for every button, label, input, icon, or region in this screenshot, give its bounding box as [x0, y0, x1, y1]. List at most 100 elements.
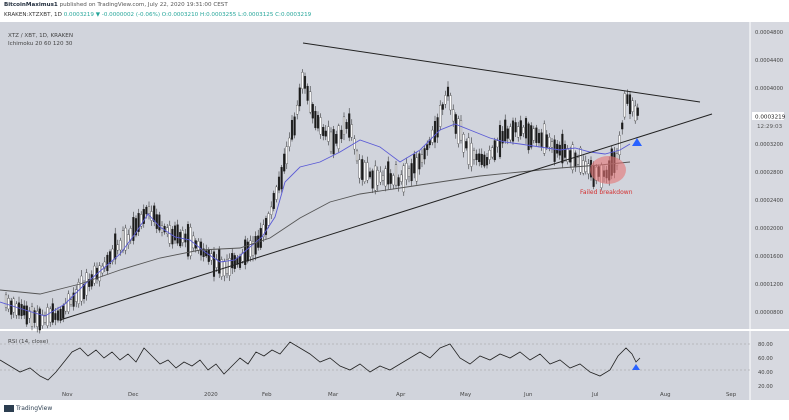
candle-body [623, 93, 626, 118]
candle-body [202, 248, 205, 257]
ohlc-values: 0.0003219 ▼ -0.0000002 (-0.06%) O:0.0003… [63, 12, 312, 18]
price-tick-label: 0.0002000 [755, 226, 783, 232]
failed-breakdown-label: Failed breakdown [580, 189, 633, 196]
candle-body [480, 153, 483, 166]
candle-body [150, 211, 153, 221]
candle-body [402, 165, 405, 193]
candle-body [140, 214, 143, 227]
candle-body [267, 213, 270, 226]
time-tick-label: Jul [591, 392, 599, 398]
candle-body [46, 307, 49, 326]
candle-body [465, 141, 468, 149]
descending-trendline[interactable] [302, 42, 701, 103]
candle-body [537, 132, 541, 144]
candle-body [316, 115, 320, 129]
candle-body [441, 104, 444, 110]
candle-body [181, 230, 184, 243]
candle-body [111, 248, 114, 262]
candle-body [290, 119, 294, 140]
candle-body [82, 284, 86, 300]
candle-body [467, 137, 470, 165]
price-axis [750, 22, 789, 400]
candle-body [25, 305, 28, 325]
chart-background [0, 22, 789, 400]
candle-body [23, 305, 26, 316]
price-chart[interactable]: XTZ / XBT, 1D, KRAKEN Ichimoku 20 60 120… [0, 22, 789, 400]
tradingview-icon [4, 405, 14, 412]
candle-body [553, 139, 556, 162]
candle-body [186, 224, 190, 257]
time-tick-label: Jun [523, 392, 532, 398]
candle-body [530, 125, 533, 148]
tradingview-logo[interactable]: TradingView [4, 405, 52, 412]
candle-body [368, 171, 372, 178]
candle-body [301, 72, 304, 90]
price-tick-label: 0.0001600 [755, 254, 783, 260]
candle-body [319, 117, 322, 135]
candle-body [363, 162, 366, 182]
candle-body [184, 233, 187, 243]
candle-body [72, 292, 75, 307]
candle-body [215, 259, 218, 268]
price-tick-label: 0.0000800 [755, 310, 783, 316]
candle-body [621, 122, 624, 130]
candle-body [147, 206, 151, 214]
candle-body [545, 134, 548, 148]
candle-body [511, 120, 515, 142]
price-tick-label: 0.0001200 [755, 282, 783, 288]
time-tick-label: Apr [396, 392, 406, 398]
time-tick-label: 2020 [204, 392, 218, 398]
time-tick-label: Mar [328, 392, 339, 398]
candle-body [137, 213, 140, 232]
candle-body [41, 314, 44, 326]
price-tick-label: 0.0002800 [755, 170, 783, 176]
candle-body [485, 157, 489, 166]
symbol-name: KRAKEN:XTZXBT, 1D [4, 12, 62, 18]
candle-body [381, 175, 385, 181]
rsi-line [0, 341, 641, 381]
candle-body [355, 150, 359, 162]
candle-body [527, 123, 530, 151]
footer [0, 400, 789, 420]
candle-body [358, 159, 361, 179]
candle-body [69, 299, 73, 305]
time-tick-label: Feb [262, 392, 272, 398]
candle-body [335, 133, 338, 144]
candle-body [376, 170, 379, 186]
candle-body [420, 154, 424, 163]
candle-body [311, 104, 314, 119]
candle-body [7, 298, 10, 310]
candle-body [145, 206, 148, 215]
candle-body [114, 233, 117, 260]
price-tick-label: 0.0002400 [755, 198, 783, 204]
rising-trendline[interactable] [59, 113, 713, 321]
candle-body [582, 160, 585, 174]
rsi-signal-arrow [632, 364, 640, 370]
candle-body [106, 254, 109, 272]
candle-body [574, 152, 577, 168]
price-tick-label: 0.0003200 [755, 142, 783, 148]
symbol-ohlc-row: KRAKEN:XTZXBT, 1D 0.0003219 ▼ -0.0000002… [4, 12, 311, 18]
candle-body [342, 116, 346, 135]
candle-body [4, 294, 8, 308]
candle-body [132, 217, 135, 241]
candle-body [514, 122, 517, 133]
candle-body [17, 302, 21, 316]
candle-body [446, 86, 450, 97]
candle-body [262, 224, 265, 237]
candle-body [543, 123, 546, 154]
candle-body [207, 249, 210, 262]
candle-body [415, 157, 418, 182]
candle-body [524, 118, 528, 139]
legend-symbol: XTZ / XBT, 1D, KRAKEN [8, 33, 73, 39]
author-name[interactable]: BitcoinMaximus1 [4, 2, 58, 8]
candle-body [176, 224, 179, 244]
moving-average-line [0, 123, 631, 317]
candle-body [340, 129, 343, 140]
rsi-tick-label: 60.00 [758, 356, 773, 362]
candle-body [142, 209, 145, 224]
candle-body [173, 225, 177, 241]
candle-body [108, 251, 112, 264]
candle-body [98, 265, 101, 282]
candle-body [223, 261, 226, 277]
